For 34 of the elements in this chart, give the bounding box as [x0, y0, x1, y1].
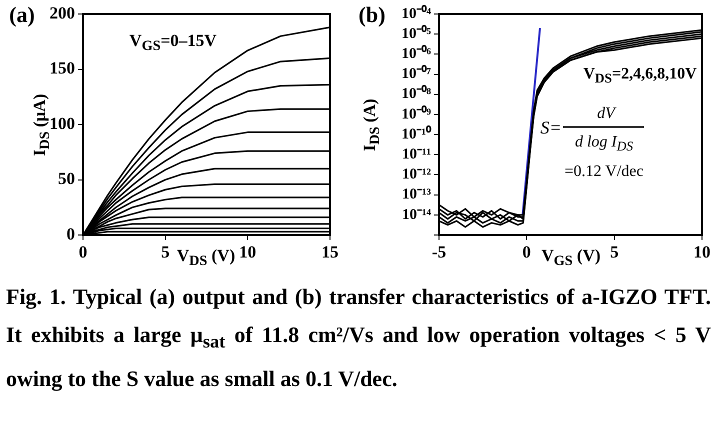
- x-tick-label: 10: [694, 242, 710, 262]
- annotation: V$_{GS}$=0–15V: [129, 30, 217, 56]
- y-tick-label: 10⁻⁰⁷: [402, 64, 432, 82]
- y-tick-label: 10⁻¹⁰: [402, 124, 432, 142]
- annotation: V$_{DS}$=2,4,6,8,10V: [583, 65, 697, 87]
- x-axis-title: V$_{GS}$ (V): [541, 246, 601, 270]
- caption: Fig. 1. Typical (a) output and (b) transfer characteristics of a-IGZO TFT. It exhibits a large μ$_{sat}$ of 11.8 cm²/Vs and low operation voltages < 5 V owing to the S value as small as 0.1 V/dec.: [6, 283, 711, 394]
- y-tick-label: 10⁻⁰⁹: [402, 104, 432, 122]
- x-axis-title: V$_{DS}$ (V): [176, 246, 236, 270]
- annotation: S=: [540, 118, 562, 138]
- y-tick-label: 10⁻⁰⁸: [402, 84, 432, 102]
- y-tick-label: 200: [50, 3, 75, 22]
- x-tick-label: 5: [610, 242, 619, 262]
- chart-title: (b): [358, 2, 386, 28]
- y-tick-label: 10⁻¹⁴: [402, 206, 432, 223]
- annotation: dV: [597, 105, 615, 123]
- annotation: =0.12 V/dec: [564, 163, 644, 181]
- y-tick-label: 10⁻⁰⁵: [402, 24, 432, 42]
- x-tick-label: 0: [522, 242, 531, 262]
- x-tick-label: 0: [78, 242, 88, 262]
- y-tick-label: 10⁻¹³: [402, 186, 432, 203]
- y-tick-label: 10⁻⁰⁶: [402, 44, 432, 62]
- y-tick-label: 10⁻⁰⁴: [402, 4, 432, 22]
- annotation: d log I$_{DS}$: [574, 133, 634, 155]
- x-tick-label: 10: [239, 242, 256, 262]
- x-tick-label: -5: [432, 242, 446, 262]
- y-tick-label: 10⁻¹²: [402, 166, 432, 183]
- y-tick-label: 0: [66, 224, 75, 244]
- x-tick-label: 5: [161, 242, 170, 262]
- y-tick-label: 50: [58, 169, 75, 188]
- chart-title: (a): [9, 2, 35, 28]
- y-tick-label: 150: [50, 58, 75, 78]
- y-tick-label: 10⁻¹¹: [402, 146, 431, 163]
- x-tick-label: 15: [322, 242, 338, 262]
